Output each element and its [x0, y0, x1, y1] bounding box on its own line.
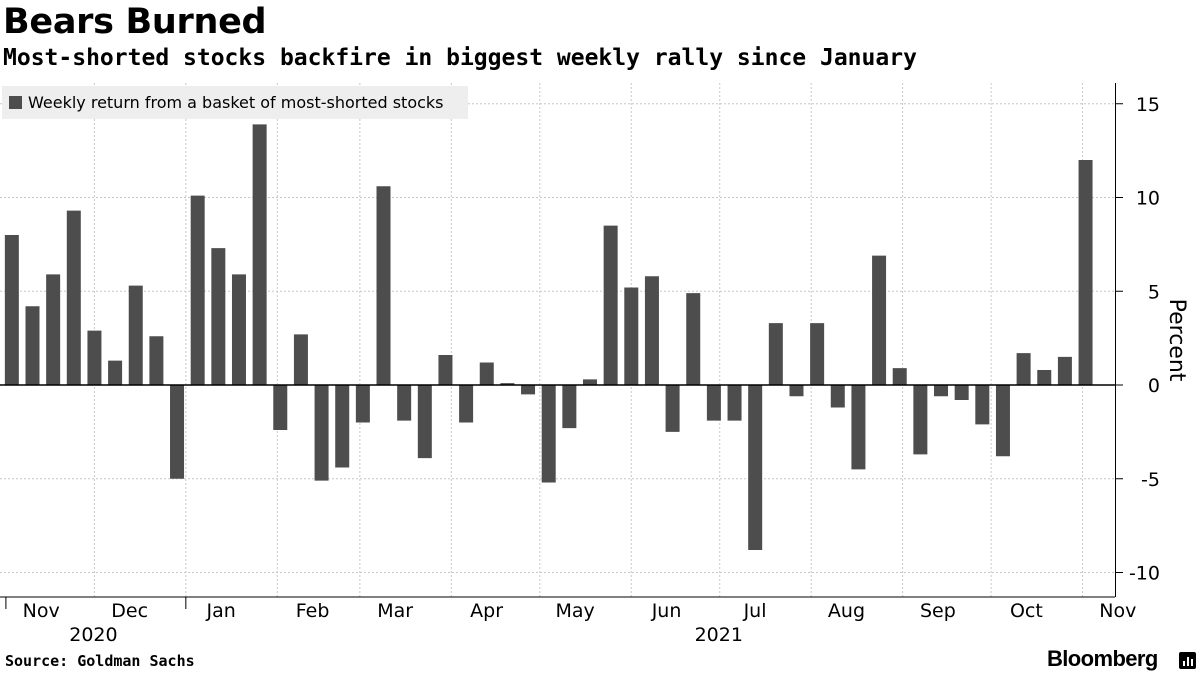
x-tick-label: Jul [743, 600, 767, 622]
bar [376, 186, 391, 385]
bar [706, 385, 721, 421]
legend-label: Weekly return from a basket of most-shor… [28, 93, 444, 112]
bar [211, 248, 226, 385]
x-tick-label: Sep [920, 600, 956, 622]
bar [624, 287, 639, 385]
axis-layer: 15 10 5 0 -5 -10 Nov Dec Jan Feb Mar Apr May Jun Jul Au… [0, 83, 1160, 646]
bar [500, 383, 515, 385]
x-tick-label: Nov [23, 600, 60, 622]
y-tick-label: 10 [1136, 188, 1160, 210]
x-tick-label: Apr [470, 600, 503, 622]
bar [582, 379, 597, 385]
y-tick-label: 0 [1148, 375, 1160, 397]
bar [995, 385, 1010, 457]
bar [46, 274, 61, 385]
bloomberg-terminal-icon [1179, 652, 1196, 669]
x-year-label: 2020 [69, 624, 117, 646]
bar [851, 385, 866, 470]
x-tick-label: Oct [1010, 600, 1043, 622]
legend-swatch [9, 96, 22, 109]
x-tick-label: May [555, 600, 594, 622]
bar [87, 330, 102, 385]
bar [562, 385, 577, 429]
y-tick-label: -5 [1141, 469, 1160, 491]
bar [1057, 356, 1072, 385]
bar [314, 385, 329, 481]
y-tick-label: 15 [1136, 94, 1160, 116]
x-tick-label: Jun [651, 600, 682, 622]
x-tick-label: Jan [205, 600, 235, 622]
bar [190, 195, 205, 385]
bar [810, 323, 825, 385]
bar [892, 368, 907, 385]
bar [521, 385, 536, 395]
bar [4, 235, 19, 385]
bar [479, 362, 494, 385]
bar [1078, 160, 1093, 385]
bar [335, 385, 350, 468]
bars-layer [4, 124, 1093, 550]
bar [665, 385, 680, 432]
bar [1037, 370, 1052, 385]
bar [293, 334, 308, 385]
legend: Weekly return from a basket of most-shor… [2, 86, 468, 119]
bar [913, 385, 928, 455]
x-year-label: 2021 [695, 624, 743, 646]
grid-layer [0, 83, 1115, 597]
bar [686, 293, 701, 385]
bar [727, 385, 742, 421]
bar [934, 385, 949, 397]
y-tick-label: 5 [1148, 281, 1160, 303]
bloomberg-logo: Bloomberg [1047, 646, 1158, 671]
bar [170, 385, 185, 479]
bar [66, 210, 81, 385]
chart-title: Bears Burned [3, 2, 267, 42]
y-axis-label: Percent [1164, 299, 1189, 382]
bar [417, 385, 432, 459]
bar [872, 255, 887, 385]
x-tick-label: Mar [377, 600, 413, 622]
bar [954, 385, 969, 400]
chart-subtitle: Most-shorted stocks backfire in biggest … [3, 45, 917, 71]
x-tick-label: Aug [828, 600, 865, 622]
legend-background [2, 86, 468, 119]
bar [25, 306, 40, 385]
x-tick-label: Feb [296, 600, 330, 622]
bar [231, 274, 246, 385]
bar [108, 360, 123, 385]
source-note: Source: Goldman Sachs [5, 652, 195, 670]
bar [975, 385, 990, 425]
bar [438, 355, 453, 385]
bar [768, 323, 783, 385]
bar [644, 276, 659, 385]
bar [273, 385, 288, 430]
bar [789, 385, 804, 397]
bar [128, 285, 143, 385]
x-tick-label: Dec [111, 600, 148, 622]
bar [459, 385, 474, 423]
bar [252, 124, 267, 385]
bar [830, 385, 845, 408]
bar [397, 385, 412, 421]
bar [541, 385, 556, 483]
bar [1016, 353, 1031, 385]
bar [603, 225, 618, 385]
y-tick-label: -10 [1129, 563, 1160, 585]
bar [355, 385, 370, 423]
bar [149, 336, 164, 385]
x-tick-label: Nov [1099, 600, 1136, 622]
bar [748, 385, 763, 550]
